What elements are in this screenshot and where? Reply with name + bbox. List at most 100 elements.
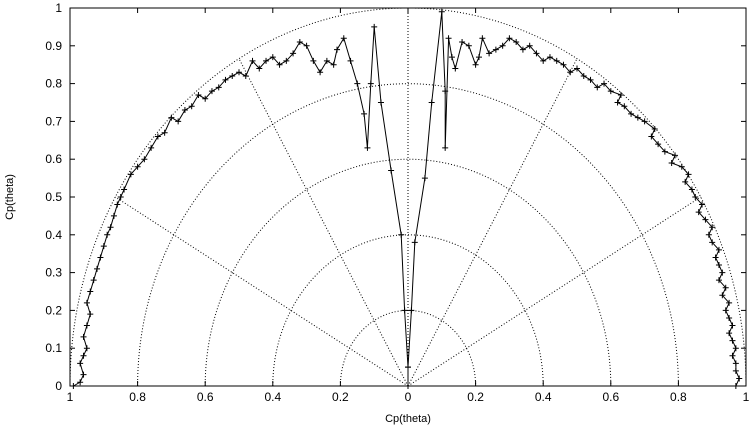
data-point	[712, 254, 719, 261]
data-point	[438, 8, 445, 15]
data-point	[317, 69, 324, 76]
data-point	[519, 46, 526, 53]
data-point	[513, 39, 520, 46]
data-point	[682, 178, 689, 185]
data-point	[685, 171, 692, 178]
data-point	[215, 84, 222, 91]
x-axis-label: Cp(theta)	[385, 413, 431, 425]
y-tick-label: 0.6	[45, 152, 62, 166]
data-point	[617, 91, 624, 98]
data-point	[692, 194, 699, 200]
data-point	[678, 163, 685, 170]
data-point	[506, 35, 513, 42]
data-point	[475, 54, 482, 61]
series-2	[70, 23, 411, 389]
data-point	[154, 133, 161, 140]
data-point	[722, 284, 729, 291]
polar-grid-spoke-30	[407, 196, 701, 387]
data-point	[634, 114, 641, 121]
data-point	[553, 57, 560, 64]
data-point	[445, 35, 452, 42]
data-point	[641, 118, 648, 125]
polar-grid-ring-4	[137, 83, 679, 387]
data-point	[715, 262, 722, 269]
y-tick-label: 0.9	[45, 39, 62, 53]
data-point	[80, 371, 87, 378]
data-point	[80, 333, 87, 340]
data-point	[459, 39, 466, 46]
data-point	[442, 144, 449, 151]
data-point	[661, 148, 668, 155]
data-point	[621, 103, 628, 110]
y-tick-label: 0.8	[45, 77, 62, 91]
y-tick-label: 0.5	[45, 190, 62, 204]
data-point	[242, 73, 249, 80]
data-point	[448, 54, 455, 61]
x-tick-label: 0.8	[670, 390, 687, 404]
data-point	[97, 254, 104, 261]
data-point	[377, 99, 384, 106]
data-point	[587, 76, 594, 83]
data-point	[546, 54, 553, 61]
data-point	[405, 364, 411, 371]
data-point	[364, 144, 371, 151]
data-point	[83, 345, 90, 352]
x-tick-label: 0.8	[129, 390, 146, 404]
data-point	[229, 73, 236, 80]
data-point	[580, 73, 587, 80]
x-tick-label: 0	[405, 390, 412, 404]
data-point	[161, 129, 168, 136]
y-tick-label: 0.7	[45, 114, 62, 128]
y-tick-label: 0	[55, 379, 62, 393]
data-point	[732, 360, 739, 367]
data-point	[648, 133, 655, 140]
data-point	[411, 239, 418, 246]
data-point	[492, 46, 499, 53]
series-layer	[70, 8, 743, 389]
polar-grid	[69, 7, 747, 387]
data-point	[168, 114, 175, 121]
data-point	[540, 57, 547, 64]
data-point	[607, 88, 614, 95]
data-point	[479, 35, 486, 42]
polar-grid-spoke-150	[115, 196, 409, 387]
series-line	[73, 26, 409, 387]
data-point	[688, 186, 695, 193]
data-point	[134, 163, 141, 170]
data-point	[80, 352, 87, 359]
data-point	[699, 201, 706, 208]
data-point	[567, 69, 574, 76]
y-tick-label: 0.3	[45, 266, 62, 280]
data-point	[310, 57, 317, 64]
data-point	[709, 239, 716, 246]
data-point	[499, 42, 506, 49]
data-point	[726, 314, 733, 321]
data-point	[195, 91, 202, 98]
data-point	[401, 307, 408, 314]
data-point	[719, 292, 726, 299]
y-tick-label: 0.2	[45, 303, 62, 317]
data-point	[722, 307, 729, 314]
data-point	[628, 110, 635, 117]
data-point	[117, 194, 124, 200]
data-point	[651, 125, 658, 132]
data-point	[87, 311, 94, 318]
data-point	[729, 322, 736, 329]
data-point	[388, 167, 395, 174]
tick-layer: 1 0.8 0.6 0.4 0.2 0 0.2 0.4 0.6 0.8 100.10.20.30.4…	[45, 1, 749, 404]
data-point	[655, 141, 662, 148]
data-point	[702, 216, 709, 223]
x-tick-label: 0.4	[535, 390, 552, 404]
data-point	[729, 337, 736, 344]
data-point	[486, 50, 493, 57]
polar-grid-ring-2	[272, 234, 544, 387]
data-point	[202, 95, 209, 102]
data-point	[83, 322, 90, 329]
data-point	[104, 231, 111, 238]
x-tick-label: 0.6	[602, 390, 619, 404]
data-point	[330, 61, 337, 68]
y-tick-label: 0.1	[45, 341, 62, 355]
data-point	[323, 57, 330, 64]
data-point	[107, 224, 114, 231]
